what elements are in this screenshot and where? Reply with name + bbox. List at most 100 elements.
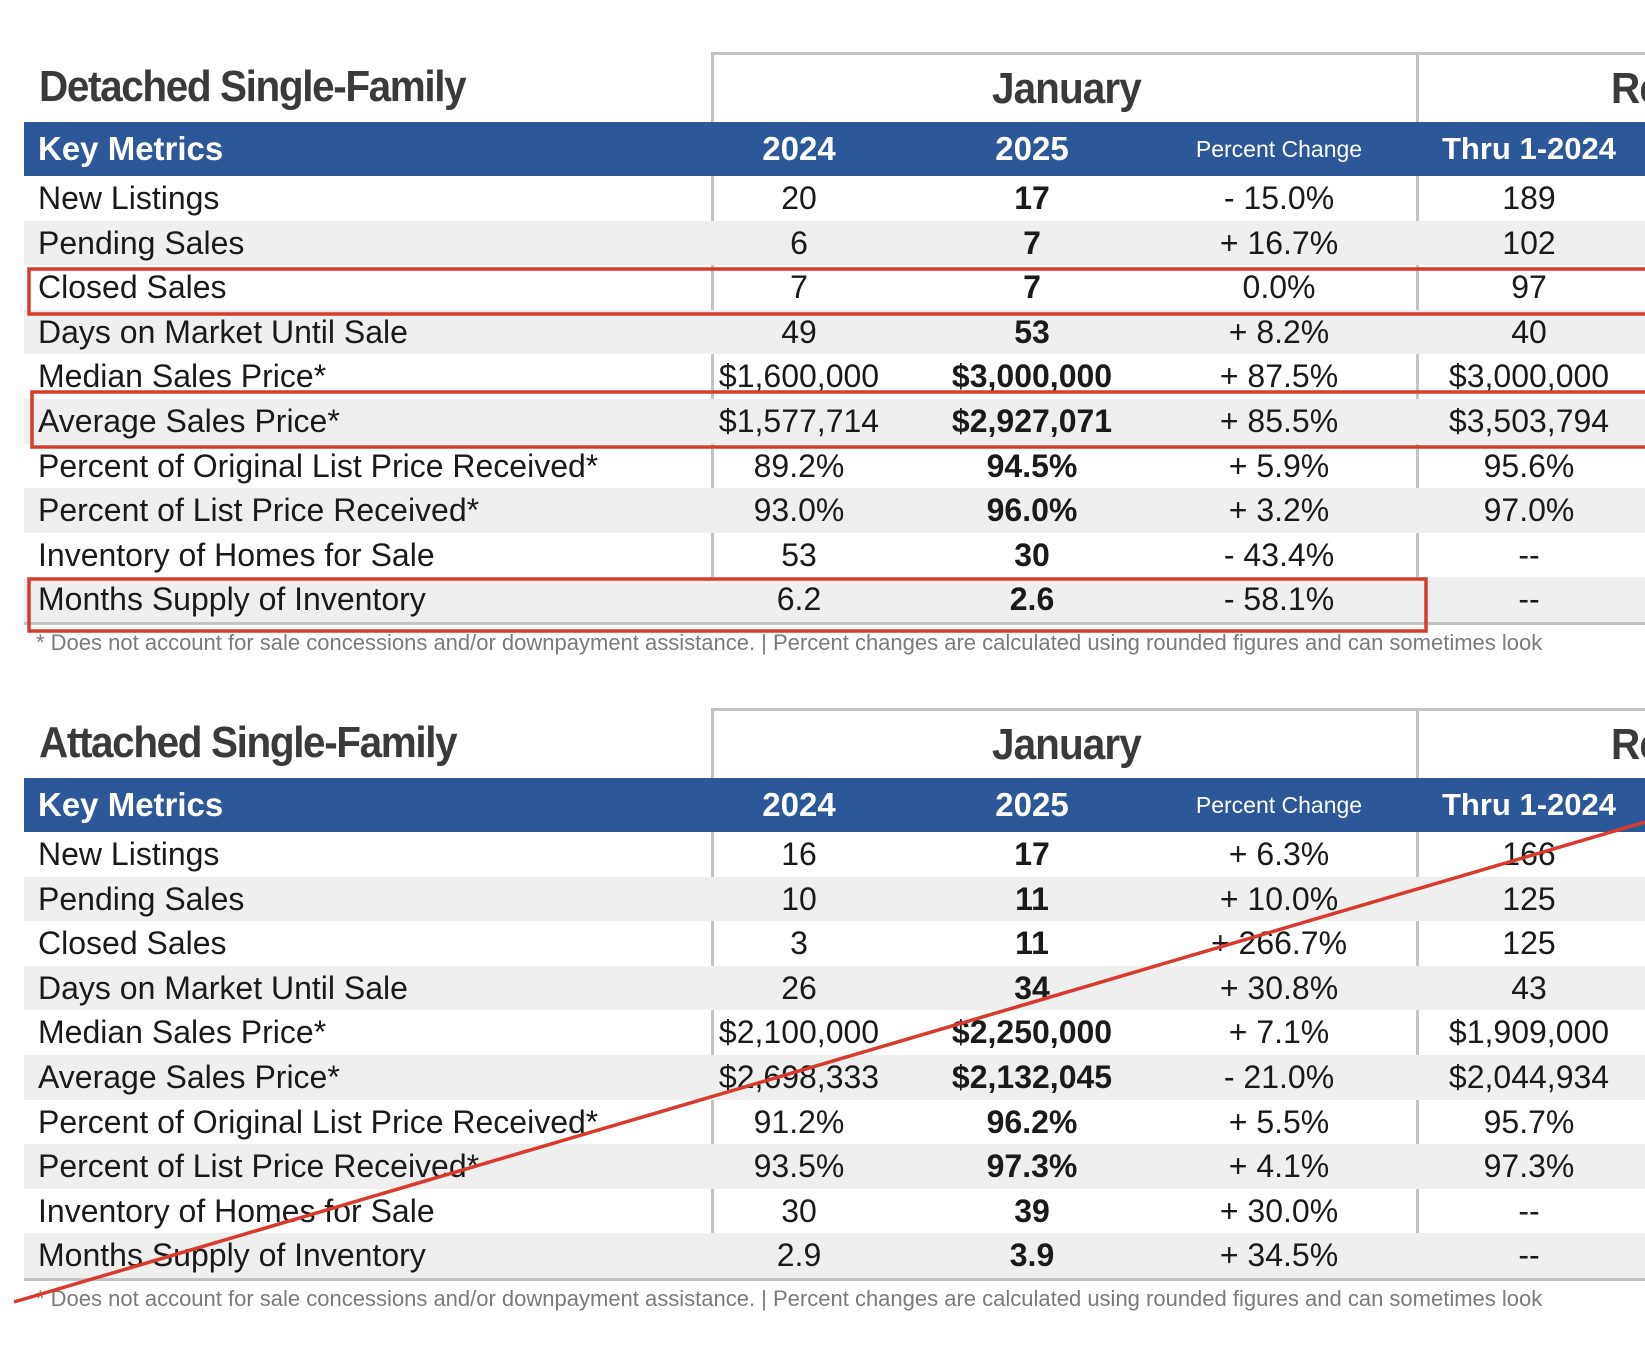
value-percent-change: + 30.8% bbox=[1219, 969, 1339, 1006]
header-year-2025: 2025 bbox=[995, 786, 1069, 823]
value-2025: 11 bbox=[1015, 925, 1049, 962]
value-percent-change: + 6.3% bbox=[1228, 836, 1330, 872]
value-2024: 6.2 bbox=[776, 581, 822, 618]
value-2024: 16 bbox=[781, 836, 817, 872]
metric-label: Average Sales Price* bbox=[38, 1058, 340, 1095]
value-percent-change: - 15.0% bbox=[1223, 180, 1335, 216]
value-2024: 2.9 bbox=[776, 1237, 822, 1274]
value-2025: 17 bbox=[1014, 836, 1050, 872]
value-2025: 7 bbox=[1023, 269, 1041, 306]
table-bottom-rule bbox=[24, 622, 1645, 625]
value-percent-change: + 87.5% bbox=[1219, 358, 1339, 395]
table-row: Percent of Original List Price Received*… bbox=[24, 1100, 1645, 1145]
value-ytd: $3,503,794 bbox=[1448, 402, 1610, 439]
value-ytd: -- bbox=[1518, 536, 1540, 573]
value-2025: 34 bbox=[1014, 969, 1050, 1006]
table-row: Days on Market Until Sale 49 53 + 8.2% 40 bbox=[24, 309, 1645, 355]
value-ytd: 43 bbox=[1511, 969, 1547, 1006]
value-2025: 2.6 bbox=[1009, 581, 1055, 618]
value-2025: $2,132,045 bbox=[951, 1058, 1113, 1095]
value-2025: 11 bbox=[1015, 880, 1049, 917]
value-percent-change: + 7.1% bbox=[1228, 1014, 1330, 1051]
value-2024: $1,600,000 bbox=[718, 358, 880, 395]
metric-label: New Listings bbox=[38, 836, 220, 872]
value-2024: $2,100,000 bbox=[718, 1014, 880, 1051]
header-percent-change: Percent Change bbox=[1195, 136, 1363, 162]
value-2025: 39 bbox=[1014, 1192, 1050, 1229]
value-2024: 93.5% bbox=[753, 1148, 845, 1185]
value-percent-change: + 266.7% bbox=[1210, 925, 1348, 962]
metric-label: Percent of List Price Received* bbox=[38, 1148, 480, 1185]
value-ytd: 40 bbox=[1511, 313, 1547, 350]
metric-label: Closed Sales bbox=[38, 925, 227, 962]
metric-label: Pending Sales bbox=[38, 224, 245, 261]
section-title: Attached Single-Family bbox=[39, 718, 458, 767]
footnote: * Does not account for sale concessions … bbox=[36, 630, 1543, 655]
value-2024: 6 bbox=[790, 224, 808, 261]
value-2024: 26 bbox=[781, 969, 817, 1006]
header-year-2024: 2024 bbox=[762, 130, 836, 167]
value-2024: 30 bbox=[781, 1192, 817, 1229]
value-percent-change: - 43.4% bbox=[1223, 536, 1335, 573]
value-2024: 3 bbox=[790, 925, 808, 962]
metric-label: Inventory of Homes for Sale bbox=[38, 1192, 435, 1229]
table-row: Average Sales Price* $1,577,714 $2,927,071… bbox=[24, 398, 1645, 444]
value-percent-change: - 58.1% bbox=[1223, 581, 1335, 618]
value-ytd: 102 bbox=[1502, 224, 1556, 261]
metric-label: Median Sales Price* bbox=[38, 358, 327, 395]
value-2025: 97.3% bbox=[986, 1148, 1078, 1185]
table-row: Median Sales Price* $1,600,000 $3,000,000 +… bbox=[24, 354, 1645, 399]
value-2024: 89.2% bbox=[753, 447, 845, 484]
value-2025: $3,000,000 bbox=[951, 358, 1113, 395]
table-bottom-rule bbox=[24, 1278, 1645, 1281]
metric-label: Closed Sales bbox=[38, 269, 227, 306]
period-title-month: January bbox=[992, 720, 1142, 769]
metric-label: Pending Sales bbox=[38, 880, 245, 917]
section-title: Detached Single-Family bbox=[39, 62, 467, 111]
value-ytd: $2,044,934 bbox=[1448, 1058, 1610, 1095]
value-2025: 17 bbox=[1014, 180, 1050, 216]
table-row: New Listings 16 17 + 6.3% 166 bbox=[24, 832, 1645, 877]
header-key-metrics: Key Metrics bbox=[38, 130, 224, 167]
footnote: * Does not account for sale concessions … bbox=[36, 1286, 1543, 1311]
metric-label: Percent of Original List Price Received* bbox=[38, 1103, 599, 1140]
value-ytd: $3,000,000 bbox=[1448, 358, 1610, 395]
value-2025: 96.0% bbox=[986, 492, 1078, 529]
header-ytd: Thru 1-2024 bbox=[1441, 131, 1616, 166]
value-ytd: 166 bbox=[1502, 836, 1556, 872]
table-body: New Listings 16 17 + 6.3% 166 Pending Sales 10… bbox=[24, 832, 1645, 1278]
period-title-month: January bbox=[992, 64, 1142, 113]
header-ytd: Thru 1-2024 bbox=[1441, 787, 1616, 822]
value-percent-change: - 21.0% bbox=[1223, 1058, 1335, 1095]
value-percent-change: + 5.9% bbox=[1228, 447, 1330, 484]
value-ytd: 95.7% bbox=[1483, 1103, 1575, 1140]
value-ytd: 97.3% bbox=[1483, 1148, 1575, 1185]
value-ytd: 125 bbox=[1502, 925, 1556, 962]
value-2024: 7 bbox=[790, 269, 808, 306]
header-key-metrics: Key Metrics bbox=[38, 786, 224, 823]
table-row: Closed Sales 3 11 + 266.7% 125 bbox=[24, 921, 1645, 966]
value-percent-change: + 8.2% bbox=[1228, 313, 1330, 350]
value-2025: 53 bbox=[1014, 313, 1050, 350]
table-row: Inventory of Homes for Sale 30 39 + 30.0% -- bbox=[24, 1189, 1645, 1234]
value-ytd: 125 bbox=[1502, 880, 1556, 917]
value-2024: $2,698,333 bbox=[718, 1058, 880, 1095]
value-percent-change: + 30.0% bbox=[1219, 1192, 1339, 1229]
value-2024: 53 bbox=[781, 536, 817, 573]
metric-label: New Listings bbox=[38, 180, 220, 216]
table-frame-top bbox=[711, 52, 1645, 55]
metric-label: Percent of Original List Price Received* bbox=[38, 447, 599, 484]
value-ytd: -- bbox=[1518, 581, 1540, 618]
value-ytd: 95.6% bbox=[1483, 447, 1575, 484]
table-row: Percent of Original List Price Received*… bbox=[24, 444, 1645, 489]
table-row: Pending Sales 10 11 + 10.0% 125 bbox=[24, 876, 1645, 922]
period-title-ytd: Re bbox=[1611, 64, 1645, 113]
value-2024: $1,577,714 bbox=[718, 402, 880, 439]
value-percent-change: + 3.2% bbox=[1228, 492, 1330, 529]
value-2024: 93.0% bbox=[753, 492, 845, 529]
header-year-2025: 2025 bbox=[995, 130, 1069, 167]
table-row: Median Sales Price* $2,100,000 $2,250,000 +… bbox=[24, 1010, 1645, 1055]
value-percent-change: + 85.5% bbox=[1219, 402, 1339, 439]
value-ytd: 97.0% bbox=[1483, 492, 1575, 529]
metric-label: Inventory of Homes for Sale bbox=[38, 536, 435, 573]
